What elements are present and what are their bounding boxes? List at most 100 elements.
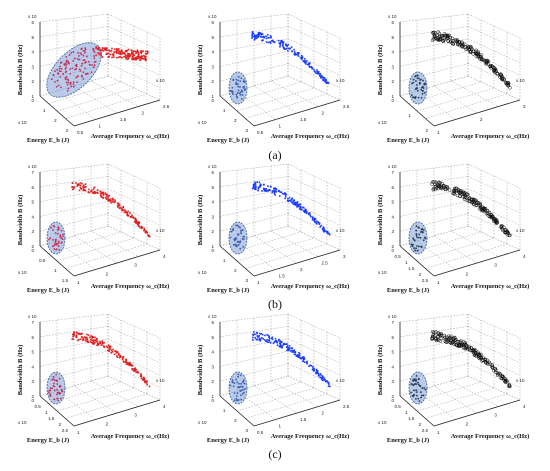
data-point	[137, 54, 140, 56]
cluster-point	[412, 237, 414, 240]
data-point	[272, 342, 275, 345]
data-point	[135, 371, 138, 374]
data-point	[258, 33, 261, 36]
data-point	[103, 341, 105, 344]
data-point	[449, 39, 453, 43]
data-point	[81, 182, 83, 185]
gridline	[467, 313, 521, 339]
data-point	[298, 205, 301, 208]
data-point	[284, 48, 287, 50]
data-point	[252, 32, 255, 35]
data-point	[303, 357, 306, 360]
data-point	[92, 342, 94, 345]
caption-a: (a)	[268, 148, 282, 162]
cluster-point	[243, 79, 245, 81]
x-tick-label: 2	[466, 271, 469, 276]
y-tick-label: 7	[391, 320, 394, 325]
data-point	[100, 55, 102, 57]
data-point	[101, 342, 104, 345]
data-point	[90, 341, 93, 344]
data-point	[274, 340, 277, 342]
gridline	[39, 38, 109, 52]
z-axis-label: Energy E_b (J)	[207, 287, 249, 294]
data-point	[266, 339, 268, 341]
data-point	[140, 55, 143, 57]
data-point	[117, 203, 120, 206]
gridline	[467, 63, 521, 88]
data-point	[111, 47, 113, 50]
data-point	[278, 42, 281, 44]
data-point	[279, 339, 281, 342]
data-point	[71, 338, 74, 340]
cluster-point	[65, 76, 68, 78]
cluster-point	[241, 94, 244, 96]
cluster-point	[420, 394, 423, 397]
data-point	[495, 371, 500, 375]
data-point	[490, 363, 494, 368]
cluster-point	[78, 54, 80, 57]
cluster-point	[241, 386, 244, 389]
data-point	[280, 346, 282, 348]
x-tick-label: 0.5	[77, 130, 84, 135]
cluster-point	[412, 389, 415, 392]
gridline	[39, 350, 109, 367]
data-point	[437, 185, 442, 189]
data-point	[502, 377, 506, 382]
data-point	[120, 56, 123, 59]
cluster-point	[56, 79, 59, 82]
cluster-point	[411, 245, 414, 248]
data-point	[77, 332, 79, 335]
z-axis	[39, 395, 75, 427]
data-point	[310, 364, 313, 367]
data-point	[461, 342, 465, 347]
data-point	[279, 344, 282, 347]
data-point	[293, 203, 296, 205]
data-point	[268, 336, 270, 338]
z-tick-label: 1	[223, 108, 226, 113]
data-point	[121, 50, 123, 53]
data-point	[275, 190, 278, 193]
data-point	[291, 347, 294, 349]
gridline	[287, 13, 341, 39]
data-point	[290, 199, 292, 201]
y-axis-label: Bandwidth B (Hz)	[197, 45, 204, 96]
data-point	[324, 380, 327, 382]
y-axis-label: Bandwidth B (Hz)	[377, 345, 384, 396]
data-point	[103, 47, 105, 49]
cluster-point	[419, 385, 422, 388]
y-tick-label: 4	[211, 200, 214, 205]
data-point	[309, 214, 312, 217]
data-point	[126, 54, 129, 57]
data-point	[106, 346, 109, 349]
data-point	[72, 335, 74, 338]
data-point	[125, 360, 127, 362]
data-point	[444, 340, 448, 344]
cluster-point	[72, 51, 75, 53]
gridline	[65, 243, 148, 269]
data-point	[476, 350, 480, 354]
data-point	[255, 34, 257, 37]
y-tick-label: 7	[31, 170, 34, 175]
data-point	[257, 186, 260, 189]
data-point	[317, 221, 320, 223]
data-point	[105, 52, 108, 55]
data-point	[282, 41, 285, 43]
data-point	[298, 351, 300, 354]
y-tick-label: 7	[391, 170, 394, 175]
y-tick-label: 4	[31, 50, 34, 55]
z-exponent: x 10	[378, 270, 387, 275]
gridline	[107, 200, 161, 226]
data-point	[279, 44, 282, 46]
cluster-point	[79, 52, 82, 55]
data-point	[279, 191, 282, 193]
cluster-point	[52, 384, 55, 387]
data-point	[96, 344, 98, 347]
data-point	[286, 345, 289, 347]
y-tick-label: 3	[31, 229, 34, 234]
gridline	[219, 200, 289, 217]
data-point	[327, 232, 329, 235]
data-point	[113, 353, 116, 356]
cluster-point	[414, 96, 417, 98]
data-point	[292, 200, 294, 203]
